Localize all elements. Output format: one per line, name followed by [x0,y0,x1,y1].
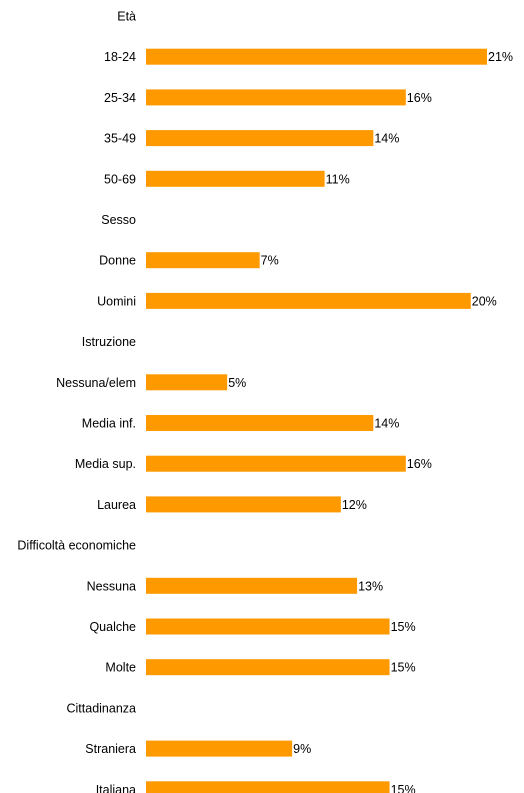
data-label: 16% [407,91,432,105]
data-label: 13% [358,579,383,593]
category-label: Cittadinanza [67,701,137,715]
category-label: Nessuna [87,579,136,593]
category-label: 25-34 [104,91,136,105]
category-label: Difficoltà economiche [17,539,136,553]
category-label: Media sup. [75,457,136,471]
category-label: Donne [99,254,136,268]
category-label: 50-69 [104,172,136,186]
category-label: Media inf. [82,417,136,431]
bar [146,292,471,309]
bar [146,618,390,635]
data-label: 9% [293,742,311,756]
category-label: Italiana [96,783,136,793]
category-label: 35-49 [104,132,136,146]
data-label: 15% [391,783,416,793]
data-label: 20% [472,294,497,308]
category-label: Uomini [97,294,136,308]
category-label: Laurea [97,498,136,512]
data-label: 14% [374,417,399,431]
data-label: 21% [488,50,513,64]
bar [146,496,341,513]
data-label: 11% [326,172,350,186]
bar [146,48,487,65]
bar [146,415,374,431]
bar [146,130,374,147]
bar [146,740,293,757]
bar [146,170,325,187]
bar [146,89,406,106]
data-label: 15% [391,620,416,634]
category-label: Straniera [85,742,136,756]
category-label: Molte [105,661,136,675]
data-label: 12% [342,498,367,512]
category-label: 18-24 [104,50,136,64]
data-label: 15% [391,661,416,675]
category-label: Qualche [89,620,136,634]
data-label: 7% [261,254,279,268]
category-label: Età [117,10,136,24]
bar [146,455,406,472]
data-label: 5% [228,376,246,390]
bar [146,577,358,594]
category-label: Istruzione [82,335,136,349]
data-label: 16% [407,457,432,471]
category-label: Sesso [101,213,136,227]
bar [146,374,228,391]
category-label: Nessuna/elem [56,376,136,390]
bar [146,659,390,676]
bar [146,781,390,793]
bar [146,252,260,269]
data-label: 14% [374,132,399,146]
